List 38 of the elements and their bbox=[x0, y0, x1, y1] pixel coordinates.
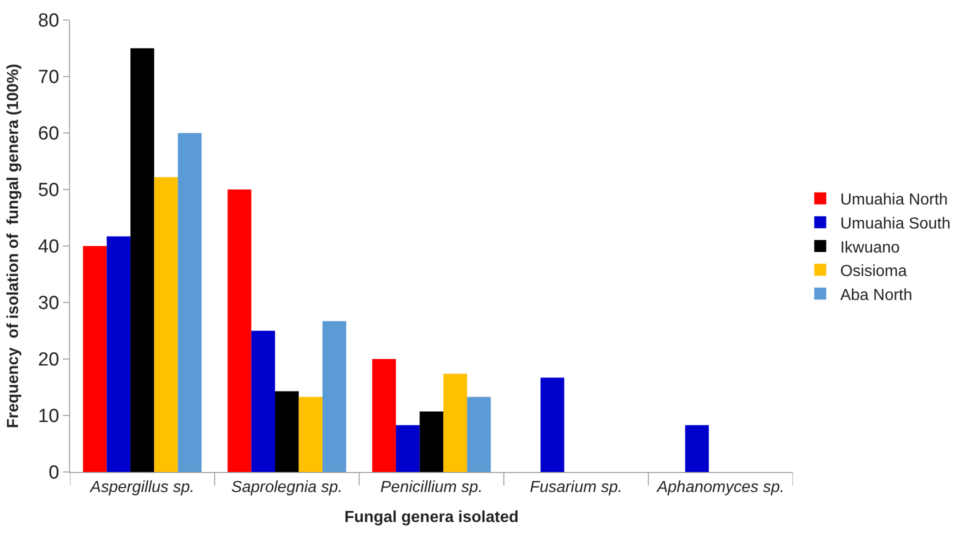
bar bbox=[420, 412, 444, 472]
legend-label: Aba North bbox=[840, 286, 912, 304]
legend-label: Osisioma bbox=[840, 263, 908, 280]
x-tick-label: Aspergillus sp. bbox=[89, 479, 194, 496]
y-tick-label: 10 bbox=[38, 406, 60, 428]
x-axis-title: Fungal genera isolated bbox=[344, 508, 519, 526]
bar bbox=[275, 391, 299, 472]
x-tick-label: Fusarium sp. bbox=[530, 479, 622, 496]
y-tick-label: 80 bbox=[38, 10, 60, 32]
bar bbox=[685, 425, 709, 472]
bar bbox=[228, 190, 252, 472]
bar bbox=[443, 374, 468, 472]
y-tick-label: 70 bbox=[38, 67, 60, 88]
x-tick-label: Penicillium sp. bbox=[380, 479, 483, 496]
legend-label: Umuahia North bbox=[840, 192, 948, 209]
bar bbox=[154, 177, 178, 472]
x-tick-label: Aphanomyces sp. bbox=[656, 479, 784, 496]
y-tick-label: 60 bbox=[38, 124, 60, 145]
y-tick-label: 50 bbox=[38, 180, 60, 202]
bar bbox=[178, 133, 202, 472]
y-tick-label: 20 bbox=[38, 350, 60, 371]
bar bbox=[251, 330, 276, 472]
bar bbox=[298, 396, 322, 472]
bar bbox=[396, 425, 420, 472]
y-axis-title: Frequency of isolation of fungal genera (100%) bbox=[4, 64, 22, 428]
bar bbox=[322, 321, 346, 472]
x-tick-label: Saprolegnia sp. bbox=[231, 479, 342, 496]
bar bbox=[467, 396, 491, 472]
y-tick-label: 40 bbox=[38, 236, 60, 258]
legend-label: Ikwuano bbox=[840, 239, 900, 256]
y-tick-label: 30 bbox=[38, 293, 60, 314]
bar bbox=[372, 359, 396, 472]
bar bbox=[106, 236, 130, 472]
legend-label: Umuahia South bbox=[840, 215, 951, 232]
bar bbox=[130, 48, 154, 472]
bar bbox=[83, 246, 107, 472]
bar bbox=[540, 378, 564, 472]
y-tick-label: 0 bbox=[48, 462, 60, 484]
